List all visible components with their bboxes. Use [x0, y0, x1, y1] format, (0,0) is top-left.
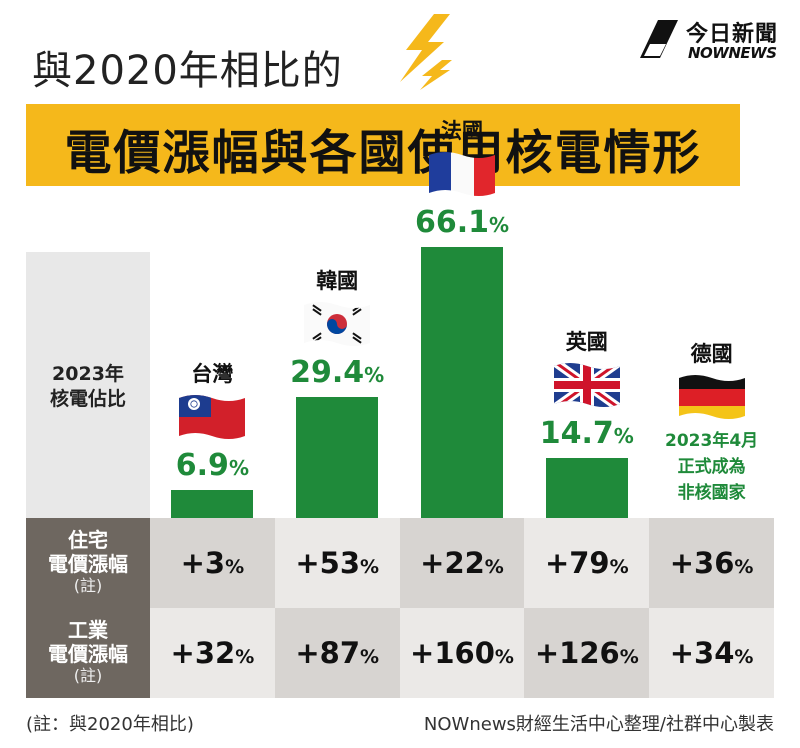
- row-label-text: 電價漲幅: [48, 552, 128, 576]
- logo-english-text: NOWNEWS: [688, 44, 777, 62]
- row-label-text: 電價漲幅: [48, 642, 128, 666]
- lightning-icon: [400, 14, 452, 90]
- country-label-3: 法國: [441, 119, 483, 143]
- cell-value: +87: [295, 636, 360, 670]
- cell-unit: %: [734, 556, 754, 578]
- germany-note-line: 2023年4月: [665, 431, 759, 451]
- germany-note-line: 非核國家: [677, 483, 746, 503]
- country-label-1: 台灣: [191, 361, 234, 386]
- bar-1: [171, 489, 254, 518]
- table-cell: +87%: [274, 608, 400, 698]
- table-cell: +79%: [524, 518, 650, 608]
- logo-mark-icon: [640, 20, 678, 58]
- value-number: 14.7: [539, 415, 614, 451]
- bar-2: [296, 397, 379, 518]
- subtitle: 與2020年相比的: [32, 48, 343, 94]
- cell-unit: %: [609, 556, 629, 578]
- value-label-3: 66.1%: [400, 205, 524, 240]
- value-unit: %: [228, 455, 249, 480]
- value-unit: %: [364, 363, 385, 388]
- table-cell: +36%: [649, 518, 774, 608]
- table-cell: +53%: [274, 518, 400, 608]
- country-label-5: 德國: [690, 342, 733, 366]
- cell-unit: %: [619, 646, 639, 668]
- cell-unit: %: [360, 556, 380, 578]
- value-unit: %: [613, 423, 634, 448]
- cell-value: +79: [544, 546, 610, 580]
- footnote: (註：與2020年相比): [26, 714, 194, 735]
- country-label-2: 韓國: [316, 269, 359, 294]
- table-cell: +22%: [399, 518, 525, 608]
- cell-value: +22: [420, 546, 485, 580]
- row-label-1: 住宅 電價漲幅 (註): [26, 518, 150, 608]
- cell-value: +126: [534, 636, 620, 670]
- germany-note-line: 正式成為: [677, 457, 746, 477]
- page-title: 電價漲幅與各國使用核電情形: [64, 126, 702, 181]
- taiwan-flag-icon: [177, 392, 247, 442]
- country-label-4: 英國: [565, 329, 608, 354]
- cell-value: +3: [180, 546, 226, 580]
- bar-chart: 6.9% 台灣 29.4% 韓國 66.1% 法國 14.7% 英國 2023年4月 正式…: [150, 119, 774, 518]
- table-cell: +160%: [399, 608, 525, 698]
- nuclear-share-label-cell: 2023年 核電佔比: [26, 252, 150, 518]
- cell-value: +34: [669, 636, 735, 670]
- korea-flag-icon: [302, 299, 372, 349]
- value-number: 66.1: [414, 204, 489, 240]
- nuclear-share-label-line2: 核電佔比: [49, 388, 126, 410]
- cell-unit: %: [494, 646, 514, 668]
- logo-chinese-text: 今日新聞: [686, 22, 779, 47]
- value-label-1: 6.9%: [150, 448, 274, 483]
- cell-value: +32: [170, 636, 236, 670]
- nownews-logo: 今日新聞 NOWNEWS: [636, 14, 786, 66]
- nuclear-share-label: 2023年 核電佔比: [26, 362, 150, 412]
- value-number: 6.9: [175, 447, 229, 483]
- germany-flag-icon: [677, 372, 747, 422]
- value-unit: %: [488, 212, 510, 237]
- cell-unit: %: [360, 646, 380, 668]
- credit: NOWnews財經生活中心整理/社群中心製表: [423, 714, 774, 735]
- price-increase-table: 住宅 電價漲幅 (註) +3% +53% +22% +79% +36% 工業 電價漲幅 (註) +32…: [26, 518, 774, 698]
- row-label-note: (註): [73, 576, 103, 595]
- row-label-note: (註): [73, 666, 103, 685]
- row-label-2: 工業 電價漲幅 (註): [26, 608, 150, 698]
- cell-value: +36: [669, 546, 735, 580]
- bar-3: [421, 246, 503, 518]
- title-bar: 電價漲幅與各國使用核電情形: [26, 104, 740, 186]
- cell-unit: %: [484, 556, 504, 578]
- cell-value: +53: [295, 546, 360, 580]
- value-label-2: 29.4%: [275, 355, 399, 390]
- row-label-text: 住宅: [68, 528, 108, 552]
- france-flag-icon: [427, 149, 497, 199]
- table-cell: +32%: [150, 608, 275, 698]
- row-label-text: 工業: [68, 618, 108, 642]
- value-number: 29.4: [290, 355, 365, 391]
- cell-unit: %: [225, 556, 245, 578]
- table-cell: +34%: [649, 608, 774, 698]
- uk-flag-icon: [552, 360, 622, 410]
- table-cell: +3%: [150, 518, 275, 608]
- cell-unit: %: [235, 646, 255, 668]
- germany-note: 2023年4月 正式成為非核國家: [650, 428, 774, 506]
- cell-value: +160: [410, 636, 495, 670]
- nuclear-share-label-line1: 2023年: [52, 363, 124, 385]
- cell-unit: %: [734, 646, 754, 668]
- table-cell: +126%: [524, 608, 650, 698]
- value-label-4: 14.7%: [525, 416, 649, 451]
- bar-4: [545, 457, 628, 518]
